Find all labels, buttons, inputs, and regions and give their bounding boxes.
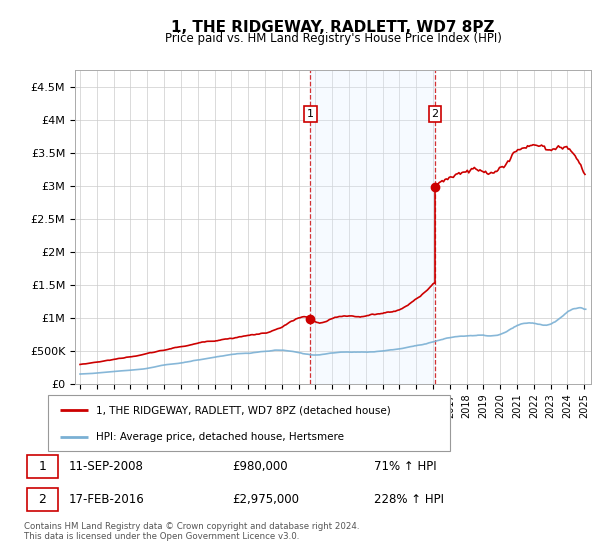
Text: 17-FEB-2016: 17-FEB-2016 bbox=[69, 493, 145, 506]
Text: 1, THE RIDGEWAY, RADLETT, WD7 8PZ: 1, THE RIDGEWAY, RADLETT, WD7 8PZ bbox=[171, 20, 495, 35]
Text: 1, THE RIDGEWAY, RADLETT, WD7 8PZ (detached house): 1, THE RIDGEWAY, RADLETT, WD7 8PZ (detac… bbox=[96, 405, 391, 416]
FancyBboxPatch shape bbox=[48, 395, 450, 451]
FancyBboxPatch shape bbox=[27, 455, 58, 478]
Text: 1: 1 bbox=[307, 109, 314, 119]
Text: 228% ↑ HPI: 228% ↑ HPI bbox=[374, 493, 443, 506]
Text: Price paid vs. HM Land Registry's House Price Index (HPI): Price paid vs. HM Land Registry's House … bbox=[164, 32, 502, 45]
Text: HPI: Average price, detached house, Hertsmere: HPI: Average price, detached house, Hert… bbox=[96, 432, 344, 442]
Text: £2,975,000: £2,975,000 bbox=[233, 493, 299, 506]
Text: 71% ↑ HPI: 71% ↑ HPI bbox=[374, 460, 436, 473]
Text: 2: 2 bbox=[38, 493, 46, 506]
Text: 1: 1 bbox=[38, 460, 46, 473]
Text: 11-SEP-2008: 11-SEP-2008 bbox=[69, 460, 144, 473]
FancyBboxPatch shape bbox=[27, 488, 58, 511]
Text: Contains HM Land Registry data © Crown copyright and database right 2024.
This d: Contains HM Land Registry data © Crown c… bbox=[24, 522, 359, 542]
Bar bbox=[310, 70, 435, 384]
Text: 2: 2 bbox=[431, 109, 439, 119]
Text: £980,000: £980,000 bbox=[233, 460, 289, 473]
